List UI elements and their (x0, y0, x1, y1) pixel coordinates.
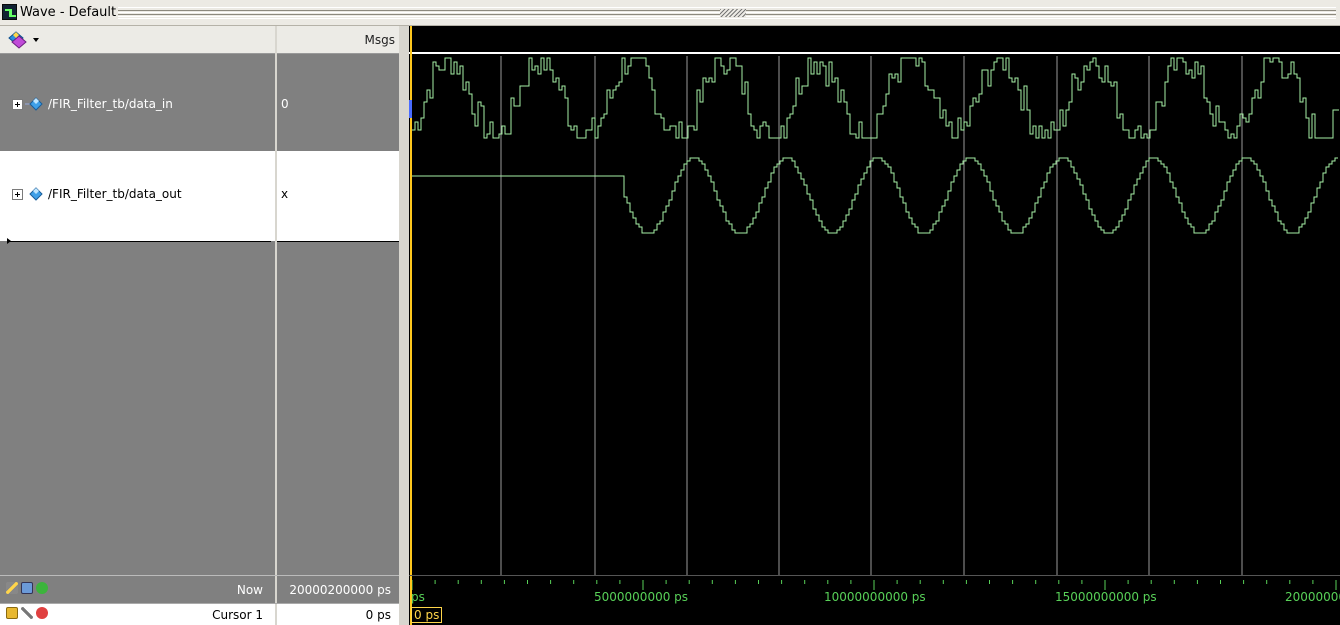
delete-cursor-icon[interactable] (36, 607, 48, 619)
expand-icon[interactable] (12, 98, 23, 110)
signal-name-data-in[interactable]: /FIR_Filter_tb/data_in (12, 97, 173, 111)
grip-handle-icon[interactable] (720, 9, 746, 17)
tick-label: ps (411, 590, 425, 604)
signal-row-data-out[interactable]: /FIR_Filter_tb/data_out (0, 151, 275, 241)
now-row: Now 20000200000 ps (0, 575, 399, 603)
insertion-line (277, 241, 399, 242)
signal-name-label: /FIR_Filter_tb/data_in (48, 97, 173, 111)
signal-name-data-out[interactable]: /FIR_Filter_tb/data_out (12, 187, 182, 201)
window-icon[interactable] (21, 582, 33, 594)
signal-value: 0 (281, 97, 289, 111)
waveform-header (409, 26, 1340, 54)
cursor-label: Cursor 1 (212, 608, 263, 622)
signal-diamond-icon (25, 97, 43, 111)
data-out-waveform (412, 157, 1338, 234)
value-row-data-in[interactable]: 0 (277, 55, 399, 151)
msgs-header-label: Msgs (364, 33, 395, 47)
signal-name-label: /FIR_Filter_tb/data_out (48, 187, 182, 201)
signal-value: x (281, 187, 289, 201)
names-header (0, 26, 275, 54)
signal-values-panel: Msgs 0 x (277, 26, 399, 575)
window-title: Wave - Default (20, 5, 119, 20)
insertion-arrow-icon (7, 238, 11, 244)
signal-diamond-icon (29, 187, 43, 201)
waveform-canvas[interactable] (409, 26, 1340, 575)
edit-icon[interactable] (6, 582, 18, 594)
title-bar: Wave - Default (0, 0, 1340, 26)
waveform-display[interactable] (409, 26, 1340, 575)
msgs-header: Msgs (277, 26, 399, 54)
now-label: Now (236, 583, 263, 597)
pane-splitter[interactable] (275, 26, 277, 625)
pane-splitter[interactable] (399, 26, 409, 625)
add-cursor-icon[interactable] (36, 582, 48, 594)
cursor-row[interactable]: Cursor 1 0 ps (0, 603, 399, 625)
lock-icon[interactable] (6, 607, 18, 619)
wave-window-icon[interactable] (2, 4, 17, 20)
value-row-data-out[interactable]: x (277, 151, 399, 241)
dropdown-caret-icon[interactable] (33, 38, 39, 42)
tick-label: 20000000 (1285, 590, 1340, 604)
wrench-icon[interactable] (21, 607, 33, 619)
tick-label: 15000000000 ps (1055, 590, 1157, 604)
signal-row-data-in[interactable]: /FIR_Filter_tb/data_in (0, 55, 275, 151)
tick-label: 5000000000 ps (594, 590, 689, 604)
expand-icon[interactable] (12, 188, 23, 200)
cursor-value: 0 ps (365, 608, 391, 622)
cursor-time-label[interactable]: 0 ps (411, 607, 443, 623)
insertion-line (8, 241, 271, 242)
add-wave-icon[interactable] (8, 31, 28, 49)
time-ruler[interactable]: ps 5000000000 ps 10000000000 ps 15000000… (409, 575, 1340, 625)
now-value: 20000200000 ps (289, 583, 391, 597)
tick-label: 10000000000 ps (824, 590, 926, 604)
cursor-marker (409, 100, 412, 118)
signal-names-panel: /FIR_Filter_tb/data_in /FIR_Filter_tb/da… (0, 26, 275, 575)
data-in-waveform (412, 57, 1339, 139)
